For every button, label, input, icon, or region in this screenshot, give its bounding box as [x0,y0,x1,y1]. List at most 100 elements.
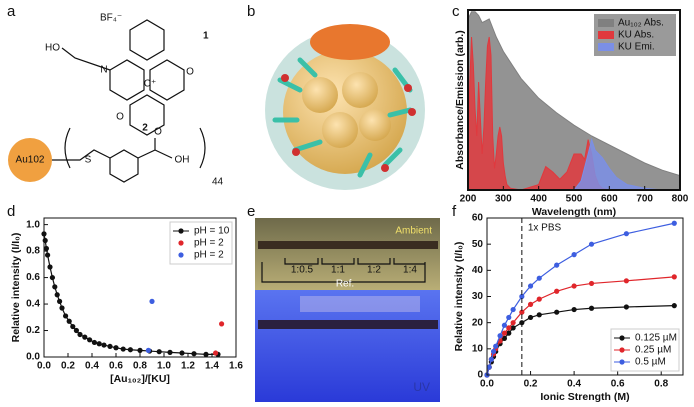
point [623,304,629,310]
point [671,274,677,280]
structure-2 [52,127,206,183]
x-axis-label: Ionic Strength (M) [540,391,629,403]
point [571,283,577,289]
x-tick-label: 500 [566,194,583,205]
legend-label: 0.125 µM [635,333,677,344]
atom-label: O [116,112,124,123]
legend-label: pH = 2 [194,238,224,249]
x-tick-label: 1.0 [157,361,171,372]
point [519,293,525,300]
point [671,220,677,226]
y-tick-label: 50 [472,239,484,250]
compound-number: 2 [142,123,148,134]
point [510,320,516,326]
point [219,321,225,327]
x-tick-label: 0.6 [611,379,625,390]
point [127,347,133,353]
point [536,296,542,302]
legend-label: pH = 10 [194,226,230,237]
area [467,36,610,191]
point [57,298,63,304]
atom-label: HO [45,43,60,54]
point [167,349,173,355]
au-sphere [8,138,52,182]
legend-marker [178,228,184,234]
point [671,303,677,309]
panel-label: c [452,3,460,20]
x-tick-label: 700 [636,194,653,205]
legend-marker [619,347,625,353]
atom-label: Au102 [16,155,45,166]
legend-label: pH = 2 [194,250,224,261]
legend-label: Au₁₀₂ Abs. [618,18,664,29]
x-tick-label: 800 [672,194,689,205]
atom-label: OH [175,155,190,166]
point [527,283,534,289]
annotation: 1x PBS [528,223,562,234]
panel-label: d [7,203,15,220]
point [623,231,629,237]
point [588,280,595,287]
y-tick-label: 0.2 [26,325,40,336]
atom-label: C⁺ [144,79,157,90]
ratio-label: 1:1 [331,265,345,276]
point [52,284,58,290]
y-tick-label: 0.4 [26,299,40,310]
legend-label: 0.25 µM [635,345,671,356]
point [45,252,51,258]
point [554,262,560,268]
x-tick-label: 0.8 [133,361,147,372]
point [554,288,560,294]
point [156,349,162,355]
photo-label: UV [413,380,430,394]
ratio-label: 1:0.5 [291,265,314,276]
point [510,306,516,313]
x-axis-label: Wavelength (nm) [532,206,616,218]
x-tick-label: 600 [601,194,618,205]
area [572,137,663,191]
point [536,312,542,318]
point [42,237,48,244]
point [66,318,72,324]
legend-marker [619,359,625,365]
point [497,333,503,339]
y-tick-label: 0.0 [26,352,40,363]
y-tick-label: 0.6 [26,272,40,283]
cluster-model [265,24,425,190]
x-tick-label: 0.4 [85,361,99,372]
panel-label: f [452,203,457,220]
atom-label: N [100,65,107,76]
y-tick-label: 10 [472,343,484,354]
x-tick-label: 0.2 [61,361,75,372]
legend-swatch [598,31,614,39]
ratio-label: 1:4 [403,265,417,276]
point [506,325,512,331]
point [519,309,525,315]
point [87,337,93,343]
point [571,252,577,258]
x-tick-label: 300 [495,194,512,205]
point [77,331,83,338]
point [137,347,143,353]
x-tick-label: 1.4 [205,361,219,372]
point [588,241,595,247]
point [63,313,69,319]
point [49,274,56,281]
y-tick-label: 0 [477,370,483,381]
point [91,339,97,346]
x-tick-label: 0.0 [37,361,51,372]
x-tick-label: 0.2 [524,379,538,390]
y-tick-label: 1.0 [26,219,40,230]
point [501,322,508,328]
legend-label: KU Abs. [618,30,654,41]
area [467,11,681,191]
legend-label: 0.5 µM [635,357,666,368]
legend-swatch [598,19,614,27]
y-tick-label: 60 [472,213,484,224]
point [179,350,185,356]
y-axis-label: Relative intensity (I/I₀) [10,233,22,343]
point [506,330,512,336]
point [501,335,508,341]
